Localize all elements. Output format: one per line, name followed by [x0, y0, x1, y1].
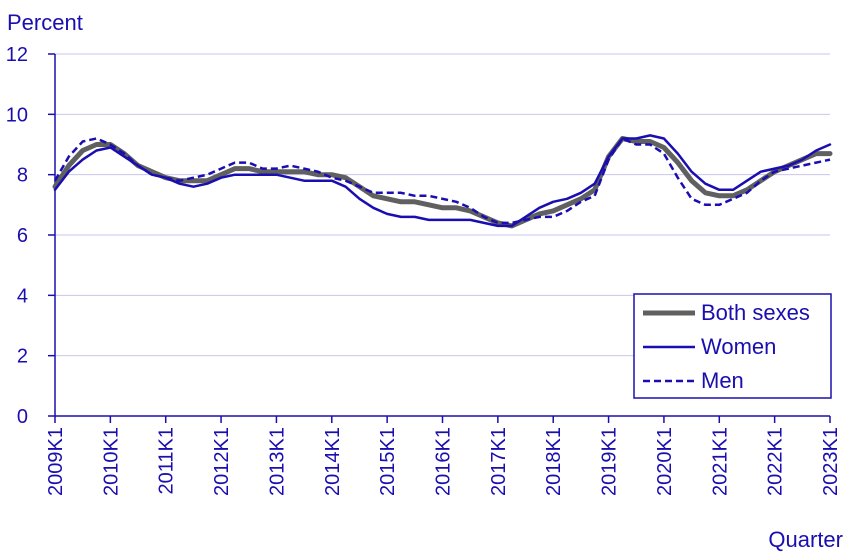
legend: Both sexes Women Men: [633, 293, 832, 399]
x-tick-label: 2013K1: [266, 427, 288, 496]
y-tick-label: 4: [17, 285, 28, 307]
legend-label-women: Women: [701, 334, 776, 359]
x-tick-label: 2021K1: [709, 427, 731, 496]
x-tick-label: 2015K1: [377, 427, 399, 496]
y-tick-label: 0: [17, 406, 28, 428]
y-tick-label: 6: [17, 225, 28, 247]
x-tick-label: 2010K1: [100, 427, 122, 496]
y-tick-label: 12: [6, 44, 28, 66]
y-tick-label: 10: [6, 104, 28, 126]
x-tick-label: 2017K1: [488, 427, 510, 496]
series-lines: [52, 134, 833, 229]
x-tick-label: 2023K1: [820, 427, 842, 496]
y-tick-label: 8: [17, 165, 28, 187]
series-line-women: [53, 134, 832, 228]
x-tick-label: 2012K1: [211, 427, 233, 496]
axes: 0 2 4 6 8 10 12 2009K1 2010K1 2011K1 2012K1 2013K1 2…: [6, 44, 842, 496]
series-line-both-sexes: [52, 136, 833, 229]
x-axis-title: Quarter: [768, 527, 843, 552]
x-tick-label: 2020K1: [654, 427, 676, 496]
x-tick-label: 2016K1: [433, 427, 455, 496]
y-tick-label: 2: [17, 346, 28, 368]
x-tick-label: 2022K1: [765, 427, 787, 496]
x-tick-label: 2009K1: [45, 427, 67, 496]
x-tick-label: 2018K1: [543, 427, 565, 496]
x-tick-label: 2011K1: [156, 427, 178, 494]
y-axis-title: Percent: [7, 10, 83, 35]
series-line-men: [53, 137, 831, 225]
legend-label-both-sexes: Both sexes: [701, 300, 810, 325]
legend-label-men: Men: [701, 368, 744, 393]
x-tick-label: 2014K1: [322, 427, 344, 496]
x-tick-label: 2019K1: [599, 427, 621, 496]
